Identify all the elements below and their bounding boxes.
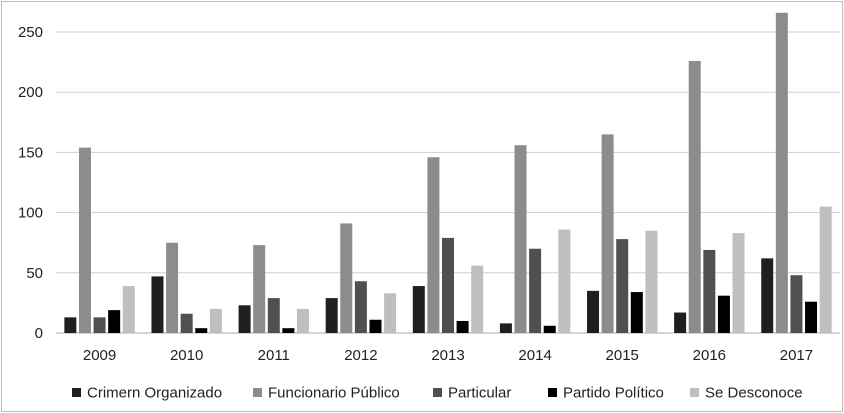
bar (78, 147, 91, 333)
bar (209, 308, 222, 333)
y-tick-label: 0 (35, 325, 43, 342)
bar (471, 265, 484, 333)
x-tick-label: 2014 (518, 347, 551, 364)
bar (354, 281, 367, 333)
bar (630, 292, 643, 333)
bar (499, 323, 512, 333)
bar (703, 249, 716, 333)
bar (775, 12, 788, 334)
bar (238, 305, 251, 333)
x-tick-label: 2011 (258, 347, 290, 364)
legend-swatch (72, 388, 81, 397)
x-tick-label: 2009 (83, 347, 116, 364)
legend-swatch (548, 388, 557, 397)
bar (616, 239, 629, 333)
bar (296, 308, 309, 333)
bar (282, 328, 295, 333)
bar (732, 233, 745, 333)
bar (514, 145, 527, 333)
bar (819, 206, 832, 333)
legend-label: Particular (448, 385, 511, 402)
bar (717, 295, 730, 333)
y-axis: 0 50 100 150 200 250 (18, 24, 43, 342)
y-tick-label: 250 (18, 24, 43, 41)
x-tick-label: 2017 (780, 347, 813, 364)
y-tick-label: 100 (18, 205, 43, 222)
legend-swatch (253, 388, 262, 397)
bar (340, 223, 353, 333)
y-tick-label: 50 (26, 265, 43, 282)
bar (267, 298, 280, 333)
bar (180, 313, 193, 333)
x-tick-label: 2010 (170, 347, 203, 364)
bar (166, 242, 179, 333)
bar (384, 293, 397, 333)
legend: Crimern Organizado Funcionario Público Par… (72, 385, 803, 402)
bar (93, 317, 106, 333)
bar (412, 286, 425, 333)
legend-label: Crimern Organizado (87, 385, 222, 402)
bar (805, 301, 818, 333)
legend-swatch (433, 388, 442, 397)
bar (151, 276, 164, 333)
x-tick-label: 2015 (606, 347, 639, 364)
x-tick-label: 2013 (431, 347, 464, 364)
bar (688, 60, 701, 333)
bars (64, 12, 832, 334)
bar (108, 310, 121, 333)
x-tick-label: 2016 (693, 347, 726, 364)
legend-label: Se Desconoce (705, 385, 803, 402)
bar (558, 229, 571, 333)
bar (761, 258, 774, 333)
y-tick-label: 150 (18, 144, 43, 161)
bar (253, 245, 266, 333)
legend-swatch (690, 388, 699, 397)
bar (645, 230, 658, 333)
bar (529, 248, 542, 333)
legend-label: Funcionario Público (268, 385, 400, 402)
bar (674, 312, 687, 333)
bar (790, 275, 803, 333)
bar (195, 328, 208, 333)
bar (64, 317, 77, 333)
x-axis: 2009 2010 2011 2012 2013 2014 2015 2016 2017 (83, 347, 813, 364)
bar (369, 319, 382, 333)
x-tick-label: 2012 (344, 347, 377, 364)
bar (442, 237, 454, 333)
bar (456, 320, 469, 333)
bar (122, 286, 135, 333)
bar (543, 325, 556, 333)
legend-label: Partido Político (563, 385, 664, 402)
bar (601, 134, 614, 333)
y-tick-label: 200 (18, 84, 43, 101)
bar (325, 298, 338, 333)
bar (427, 157, 440, 333)
bar (587, 290, 600, 333)
